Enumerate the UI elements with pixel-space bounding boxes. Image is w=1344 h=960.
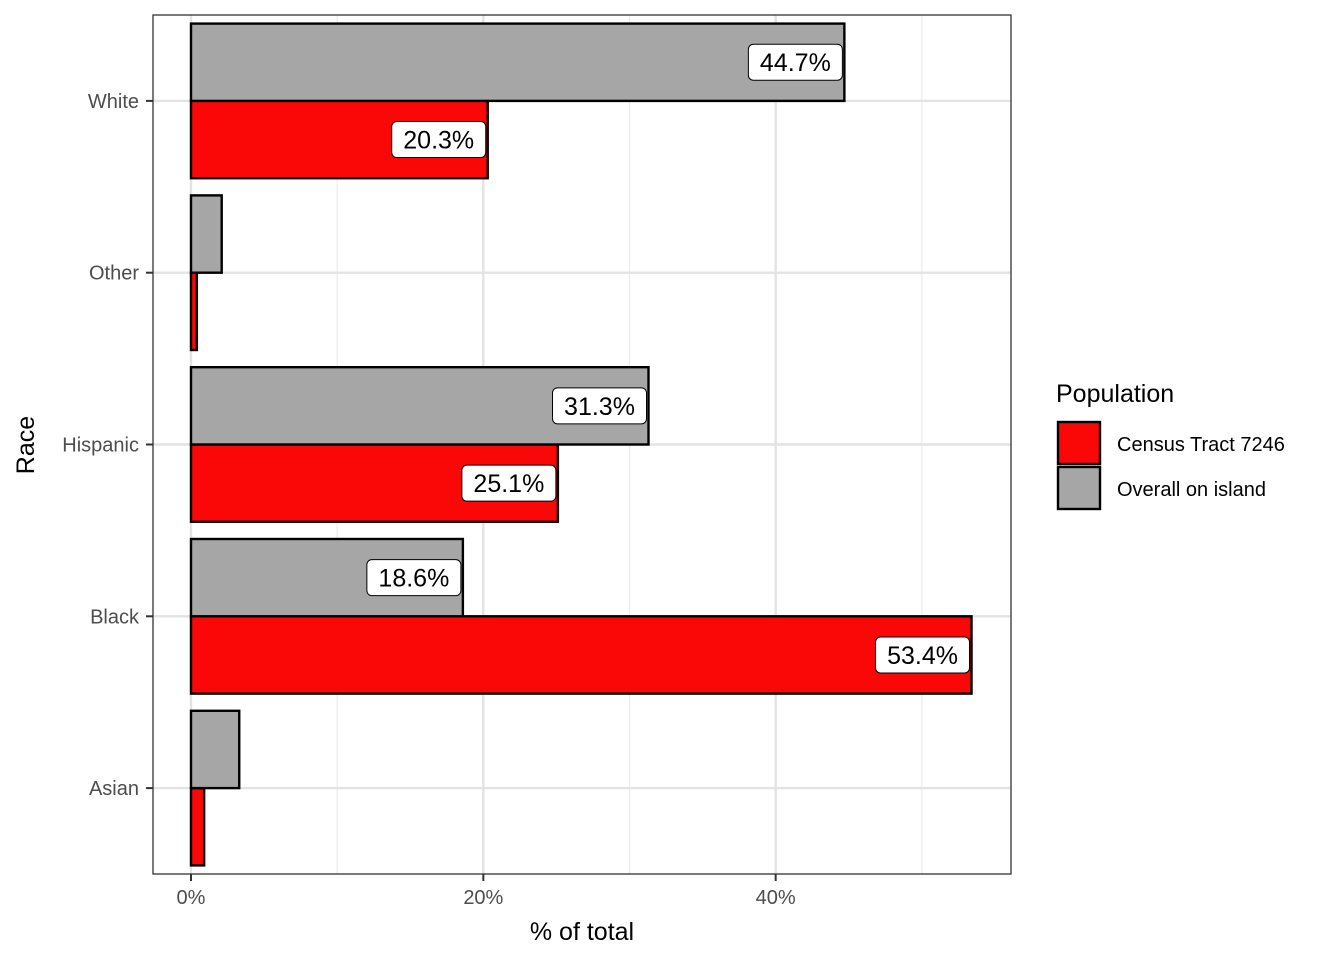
data-label-box <box>747 43 843 81</box>
legend-key <box>1056 465 1102 511</box>
x-tick-label: 40% <box>756 887 796 909</box>
y-tick-label: Black <box>90 606 140 628</box>
x-tick-label: 20% <box>463 887 503 909</box>
legend-title: Population <box>1056 380 1174 408</box>
data-label: 53.4% <box>875 636 971 674</box>
data-label-box <box>391 121 487 159</box>
y-tick-label: White <box>88 91 139 113</box>
x-tick-label: 0% <box>177 887 206 909</box>
legend-key <box>1056 420 1102 466</box>
data-label: 25.1% <box>461 464 557 502</box>
legend: Population Census Tract 7246 Overall on i… <box>1056 380 1285 511</box>
data-label-text: 25.1% <box>473 470 544 498</box>
data-label: 44.7% <box>747 43 843 81</box>
legend-label: Census Tract 7246 <box>1117 434 1285 456</box>
data-label: 20.3% <box>391 121 487 159</box>
data-label-text: 18.6% <box>378 565 449 593</box>
bar-overall-on-island-asian <box>189 709 241 790</box>
legend-label: Overall on island <box>1117 479 1266 501</box>
data-label-box <box>875 636 971 674</box>
data-label-text: 53.4% <box>887 642 958 670</box>
bar-census-tract-7246-other <box>189 271 199 352</box>
bar-overall-on-island-other <box>189 194 223 274</box>
x-axis-title: % of total <box>530 918 634 946</box>
bars <box>189 22 973 867</box>
y-tick-label: Other <box>89 263 139 285</box>
data-label-box <box>366 559 462 597</box>
bar-census-tract-7246-black <box>189 615 973 695</box>
data-label-box <box>461 464 557 502</box>
data-label-text: 31.3% <box>564 393 635 421</box>
y-axis-title: Race <box>12 416 40 474</box>
bar-overall-on-island-white <box>189 22 846 103</box>
data-labels: 53.4% 18.6% 25.1% 31.3% 20.3% 44.7% <box>366 43 971 674</box>
data-label-text: 20.3% <box>403 127 474 155</box>
data-label: 31.3% <box>552 387 648 425</box>
bar-census-tract-7246-asian <box>189 786 206 867</box>
y-tick-label: Asian <box>89 778 139 800</box>
y-tick-label: Hispanic <box>62 435 139 457</box>
y-axis: Asian Black Hispanic Other White <box>62 91 153 800</box>
data-label-text: 44.7% <box>760 49 831 77</box>
data-label-box <box>552 387 648 425</box>
data-label: 18.6% <box>366 559 462 597</box>
x-axis: 0% 20% 40% <box>177 874 796 909</box>
